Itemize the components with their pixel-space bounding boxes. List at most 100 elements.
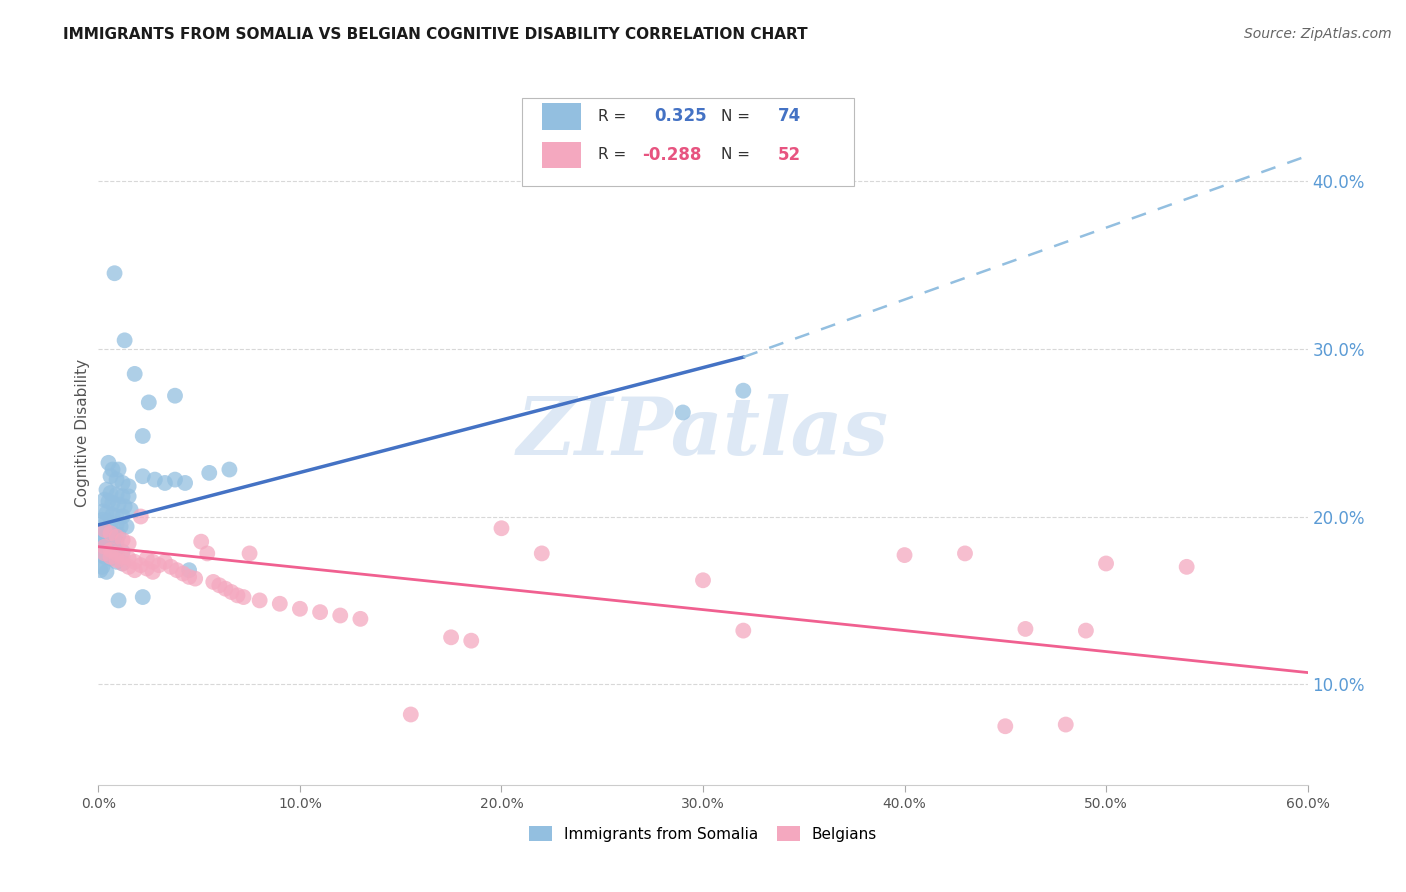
Point: [101, 508, 124, 522]
Point: [129, 509, 152, 524]
Point: [105, 555, 128, 569]
Point: [491, 521, 513, 535]
Point: [733, 384, 755, 398]
Point: [118, 536, 141, 550]
Point: [138, 395, 160, 409]
Point: [232, 590, 254, 604]
Point: [93, 532, 115, 546]
Point: [1014, 622, 1036, 636]
Point: [269, 597, 291, 611]
Point: [124, 555, 146, 569]
Point: [107, 528, 129, 542]
Point: [110, 519, 132, 533]
Text: N =: N =: [721, 109, 755, 124]
Point: [329, 608, 352, 623]
Point: [309, 605, 332, 619]
Point: [96, 524, 118, 539]
Point: [166, 563, 188, 577]
Point: [96, 515, 118, 529]
Point: [111, 533, 134, 547]
Text: N =: N =: [721, 147, 755, 162]
Point: [733, 624, 755, 638]
Point: [97, 456, 120, 470]
Text: R =: R =: [598, 147, 631, 162]
Point: [100, 486, 122, 500]
Point: [249, 593, 271, 607]
Point: [198, 466, 221, 480]
Point: [93, 549, 115, 564]
Point: [1054, 717, 1077, 731]
Point: [132, 469, 155, 483]
Point: [184, 572, 207, 586]
Point: [100, 516, 122, 531]
Point: [135, 551, 157, 566]
Point: [105, 473, 128, 487]
Point: [93, 540, 115, 554]
Point: [1095, 557, 1118, 571]
Point: [148, 558, 170, 573]
Legend: Immigrants from Somalia, Belgians: Immigrants from Somalia, Belgians: [523, 820, 883, 847]
Point: [460, 633, 482, 648]
Point: [105, 517, 128, 532]
Point: [115, 519, 138, 533]
Point: [135, 561, 157, 575]
Text: R =: R =: [598, 109, 631, 124]
Point: [91, 523, 114, 537]
Point: [174, 475, 197, 490]
Point: [100, 549, 122, 564]
Point: [399, 707, 422, 722]
Point: [93, 523, 115, 537]
Point: [100, 469, 122, 483]
Point: [89, 538, 111, 552]
Point: [97, 494, 120, 508]
Point: [100, 543, 122, 558]
Point: [100, 541, 122, 556]
Point: [172, 566, 194, 581]
Point: [1175, 559, 1198, 574]
Text: 74: 74: [778, 107, 801, 125]
Point: [100, 526, 122, 541]
Y-axis label: Cognitive Disability: Cognitive Disability: [75, 359, 90, 507]
Point: [349, 612, 371, 626]
Point: [105, 488, 128, 502]
Point: [994, 719, 1017, 733]
Point: [153, 555, 176, 569]
Point: [107, 593, 129, 607]
Point: [111, 509, 134, 524]
Point: [111, 489, 134, 503]
Point: [93, 492, 115, 507]
Point: [105, 509, 128, 524]
Point: [132, 429, 155, 443]
Point: [111, 545, 134, 559]
Point: [214, 582, 236, 596]
Point: [103, 266, 125, 280]
Point: [153, 475, 176, 490]
Point: [100, 551, 122, 566]
Point: [89, 563, 111, 577]
Point: [96, 506, 118, 520]
Text: IMMIGRANTS FROM SOMALIA VS BELGIAN COGNITIVE DISABILITY CORRELATION CHART: IMMIGRANTS FROM SOMALIA VS BELGIAN COGNI…: [63, 27, 808, 42]
Point: [672, 405, 695, 419]
Point: [179, 563, 201, 577]
Point: [105, 553, 128, 567]
Point: [107, 498, 129, 512]
Point: [163, 389, 186, 403]
Point: [179, 570, 201, 584]
Bar: [543, 103, 581, 129]
Point: [111, 557, 134, 571]
Point: [105, 543, 128, 558]
Point: [118, 479, 141, 493]
Point: [120, 503, 142, 517]
Point: [91, 513, 114, 527]
Text: 52: 52: [778, 146, 801, 164]
Point: [208, 578, 231, 592]
Point: [111, 557, 134, 571]
Text: 0.325: 0.325: [655, 107, 707, 125]
Point: [124, 563, 146, 577]
Point: [221, 585, 243, 599]
Point: [129, 558, 152, 573]
Point: [93, 540, 115, 554]
Bar: [543, 142, 581, 169]
Point: [132, 590, 155, 604]
Point: [101, 462, 124, 476]
